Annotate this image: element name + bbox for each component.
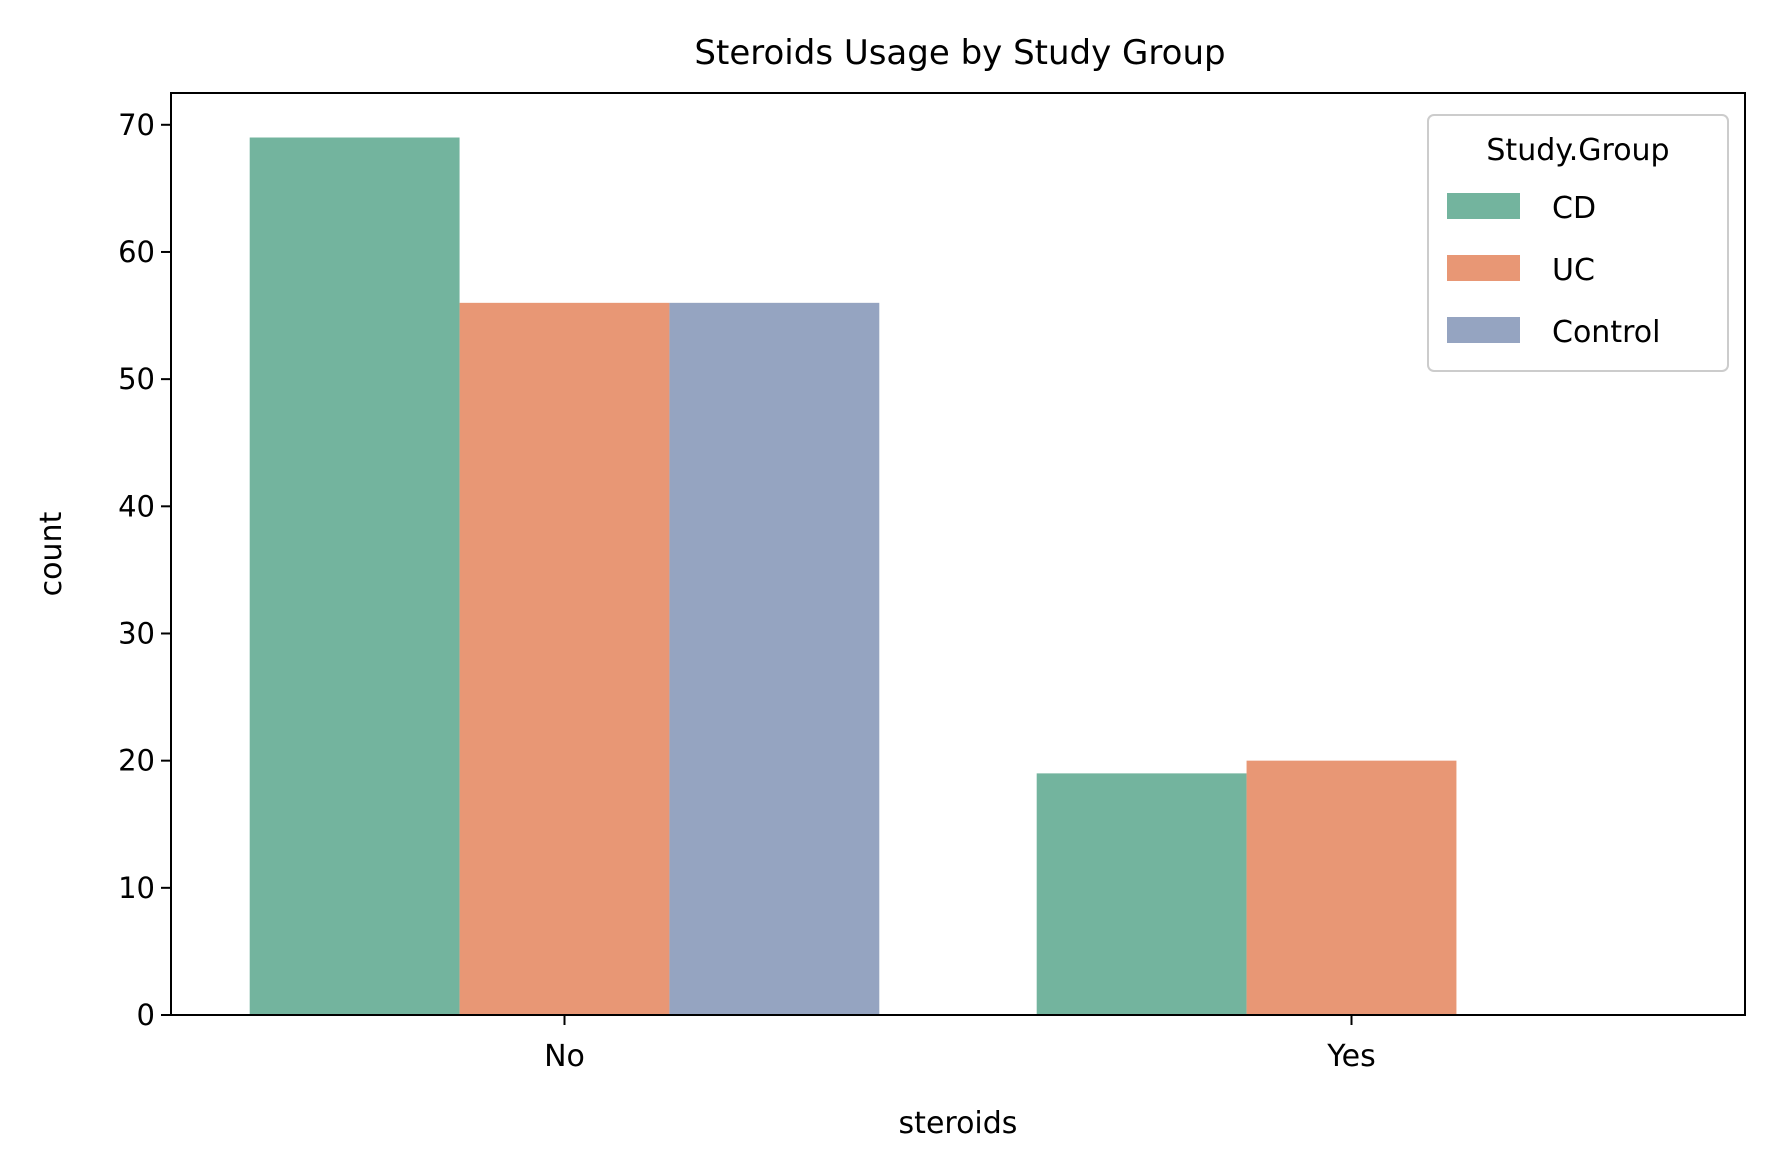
bars-group bbox=[249, 137, 1457, 1015]
legend-label-cd: CD bbox=[1552, 191, 1596, 226]
legend-label-uc: UC bbox=[1552, 253, 1595, 288]
legend-label-control: Control bbox=[1552, 315, 1660, 350]
legend-box bbox=[1427, 114, 1729, 372]
bar-cd-yes bbox=[1036, 773, 1247, 1015]
y-tick-label: 0 bbox=[137, 998, 155, 1032]
y-axis-ticks: 0 10 20 30 40 50 60 70 bbox=[118, 108, 171, 1032]
y-tick-label: 70 bbox=[118, 108, 155, 142]
x-tick-label-no: No bbox=[544, 1039, 585, 1074]
x-tick-label-yes: Yes bbox=[1326, 1039, 1375, 1074]
bar-cd-no bbox=[249, 137, 460, 1015]
legend-items: CD UC Control bbox=[1447, 191, 1660, 350]
legend: Study.Group CD UC Control bbox=[1427, 114, 1729, 372]
y-tick-label: 30 bbox=[118, 616, 155, 650]
legend-swatch-uc bbox=[1447, 255, 1520, 281]
y-tick-label: 50 bbox=[118, 362, 155, 396]
y-tick-label: 10 bbox=[118, 871, 155, 905]
bar-control-no bbox=[669, 302, 880, 1015]
x-axis-label: steroids bbox=[899, 1106, 1018, 1141]
bar-uc-yes bbox=[1246, 760, 1457, 1015]
plot-frame bbox=[170, 92, 1746, 1016]
bar-uc-no bbox=[459, 302, 670, 1015]
legend-title: Study.Group bbox=[1486, 133, 1669, 168]
legend-swatch-cd bbox=[1447, 193, 1520, 219]
y-tick-label: 20 bbox=[118, 744, 155, 778]
x-axis-ticks: No Yes bbox=[544, 1015, 1376, 1074]
y-tick-label: 40 bbox=[118, 489, 155, 523]
legend-swatch-control bbox=[1447, 317, 1520, 343]
y-axis-label: count bbox=[34, 511, 69, 596]
y-tick-label: 60 bbox=[118, 235, 155, 269]
chart-title: Steroids Usage by Study Group bbox=[694, 33, 1225, 73]
